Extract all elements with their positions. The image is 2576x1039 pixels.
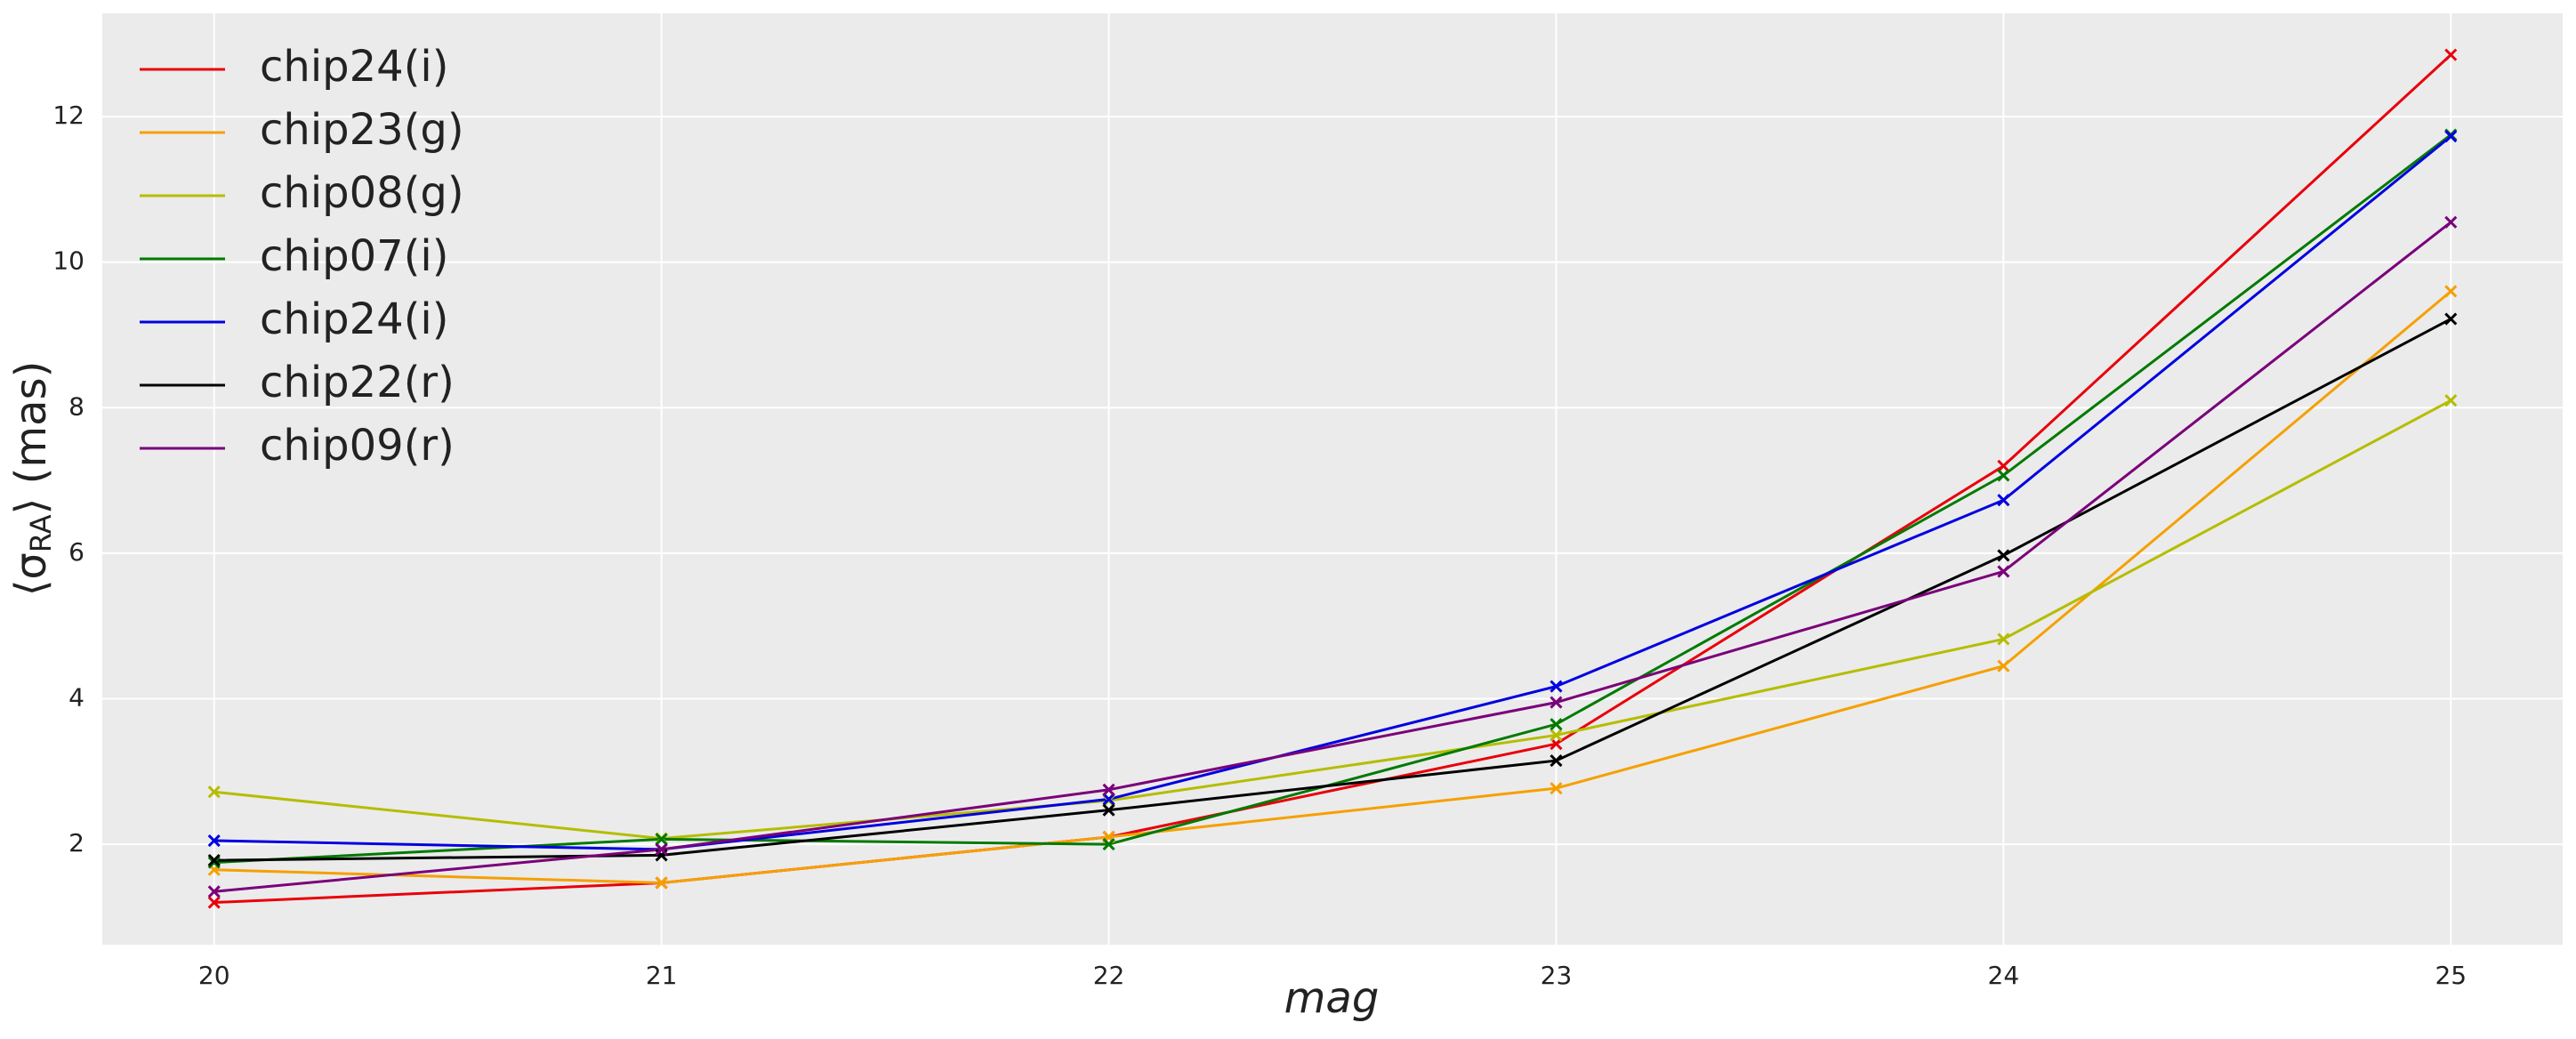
marker — [207, 834, 221, 848]
marker — [1550, 718, 1563, 731]
marker — [1997, 549, 2010, 562]
marker — [655, 833, 668, 846]
plot-area — [102, 13, 2563, 945]
marker — [2444, 394, 2458, 407]
marker — [2444, 48, 2458, 61]
series-line — [213, 399, 2451, 841]
y-tick-label: 10 — [52, 246, 85, 276]
marker — [1550, 696, 1563, 709]
y-tick-label: 8 — [68, 391, 85, 421]
y-label-end: ⟩ (mas) — [6, 361, 56, 515]
marker — [1997, 632, 2010, 646]
legend-label: chip23(g) — [260, 105, 464, 155]
marker — [2444, 130, 2458, 143]
x-tick-label: 25 — [2435, 961, 2467, 990]
y-label-main: ⟨σ — [6, 552, 56, 596]
y-tick-label: 2 — [68, 828, 85, 858]
marker — [2444, 285, 2458, 298]
y-tick-label: 6 — [68, 537, 85, 567]
marker — [1550, 782, 1563, 795]
legend-label: chip22(r) — [260, 358, 455, 407]
marker — [207, 785, 221, 799]
x-tick-label: 24 — [1988, 961, 2020, 990]
marker — [1102, 838, 1115, 851]
legend-label: chip24(i) — [260, 294, 448, 344]
marker — [207, 885, 221, 898]
marker — [1997, 459, 2010, 472]
y-axis-label: ⟨σRA⟩ (mas) — [6, 361, 58, 597]
marker — [1997, 659, 2010, 673]
marker — [1102, 793, 1115, 806]
marker — [1550, 729, 1563, 742]
marker — [1997, 494, 2010, 507]
marker — [1102, 803, 1115, 817]
marker — [207, 856, 221, 869]
marker — [2444, 215, 2458, 229]
series-line — [213, 135, 2452, 851]
x-axis-label: mag — [1284, 973, 1380, 1023]
marker — [655, 876, 668, 890]
marker — [207, 896, 221, 909]
marker — [1102, 783, 1115, 796]
marker — [655, 842, 668, 856]
marker — [1997, 565, 2010, 578]
legend-label: chip24(i) — [260, 42, 448, 92]
y-tick-label: 4 — [68, 683, 85, 713]
x-tick-label: 22 — [1093, 961, 1125, 990]
series-line — [213, 221, 2452, 893]
x-tick-label: 23 — [1541, 961, 1573, 990]
marker — [1997, 469, 2010, 482]
marker — [2444, 312, 2458, 326]
x-tick-label: 20 — [198, 961, 230, 990]
legend-label: chip09(r) — [260, 421, 455, 471]
series-line — [213, 290, 2452, 884]
legend-label: chip07(i) — [260, 231, 448, 281]
marker — [1550, 680, 1563, 693]
marker — [207, 854, 221, 867]
x-tick-label: 21 — [646, 961, 678, 990]
marker — [1550, 753, 1563, 768]
series-line — [213, 53, 2452, 905]
y-tick-label: 12 — [52, 101, 85, 130]
y-label-sub: RA — [24, 514, 58, 552]
legend-label: chip08(g) — [260, 168, 464, 218]
